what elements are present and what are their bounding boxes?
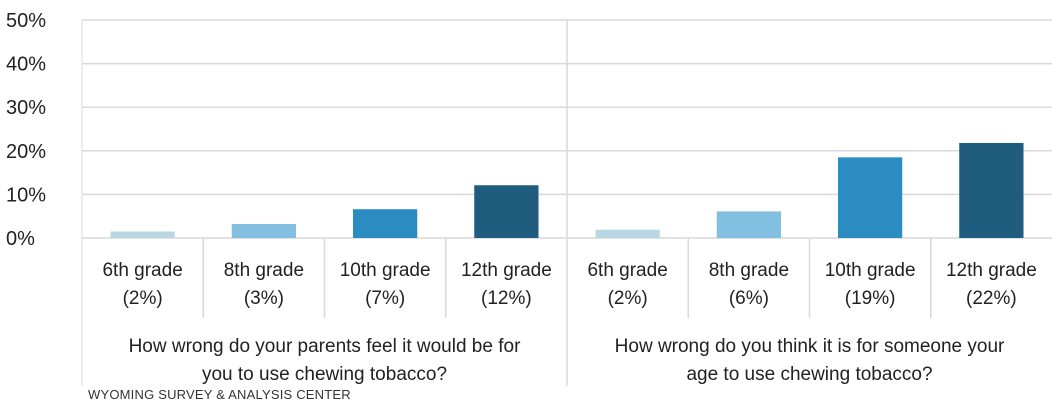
group-label: age to use chewing tobacco? [686, 364, 932, 385]
category-label: 12th grade [946, 260, 1037, 281]
category-value-label: (7%) [365, 288, 405, 309]
footer-text: WYOMING SURVEY & ANALYSIS CENTER [88, 387, 351, 402]
category-label: 8th grade [224, 260, 304, 281]
bar [959, 142, 1024, 238]
category-label: 10th grade [340, 260, 431, 281]
category-label: 12th grade [461, 260, 552, 281]
bar [595, 229, 660, 238]
category-label: 6th grade [587, 260, 667, 281]
bar [110, 231, 175, 238]
group-label: you to use chewing tobacco? [202, 364, 447, 385]
category-value-label: (19%) [845, 288, 896, 309]
category-value-label: (22%) [966, 288, 1017, 309]
y-tick-label: 0% [6, 228, 35, 250]
y-tick-label: 30% [6, 97, 46, 119]
y-tick-label: 10% [6, 184, 46, 206]
category-label: 8th grade [709, 260, 789, 281]
group-label: How wrong do your parents feel it would … [129, 336, 521, 357]
y-tick-label: 20% [6, 141, 46, 163]
bar [837, 157, 903, 238]
category-value-label: (3%) [244, 288, 284, 309]
category-value-label: (12%) [481, 288, 532, 309]
category-value-label: (2%) [608, 288, 648, 309]
category-label: 6th grade [102, 260, 182, 281]
y-tick-label: 40% [6, 54, 46, 76]
category-value-label: (6%) [729, 288, 769, 309]
bar [231, 224, 297, 238]
category-label: 10th grade [825, 260, 916, 281]
bar [474, 185, 539, 238]
group-label: How wrong do you think it is for someone… [615, 336, 1005, 357]
bar [352, 209, 418, 238]
category-value-label: (2%) [123, 288, 163, 309]
y-tick-label: 50% [6, 10, 46, 32]
bar [716, 211, 782, 238]
